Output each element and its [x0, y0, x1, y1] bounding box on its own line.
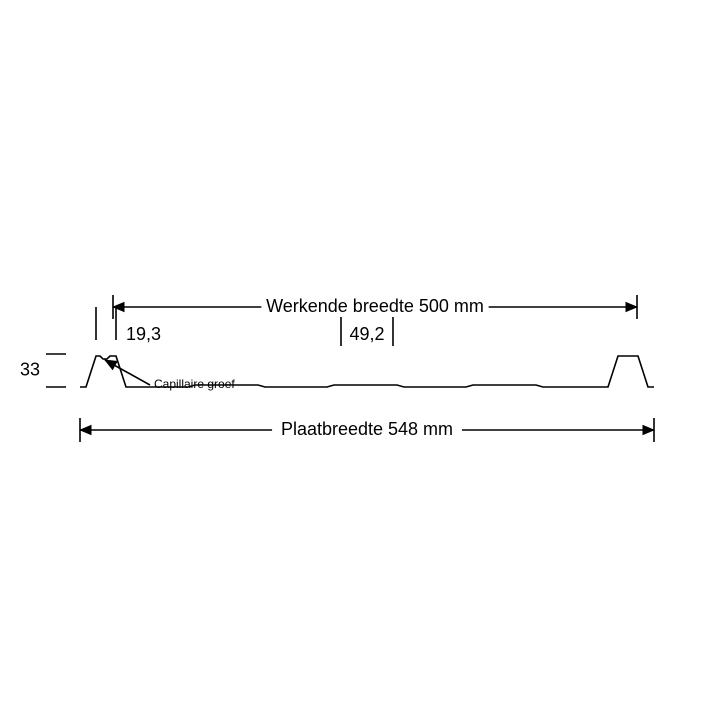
plate-width-label: Plaatbreedte 548 mm: [281, 419, 453, 439]
dim-working-width: Werkende breedte 500 mm: [113, 295, 637, 319]
dim-height: 33: [20, 354, 66, 387]
height-label: 33: [20, 359, 40, 379]
capillary-label: Capillaire groef: [154, 377, 235, 391]
dim-plate-width: Plaatbreedte 548 mm: [80, 418, 654, 442]
profile-diagram: Werkende breedte 500 mm 19,3 49,2 33 Pla…: [0, 0, 725, 725]
dim-flat-width: 49,2: [341, 317, 393, 346]
working-width-label: Werkende breedte 500 mm: [266, 296, 484, 316]
dim-rib-width: 19,3: [96, 307, 161, 344]
capillary-callout: Capillaire groef: [105, 360, 235, 391]
flat-width-label: 49,2: [349, 324, 384, 344]
rib-width-label: 19,3: [126, 324, 161, 344]
